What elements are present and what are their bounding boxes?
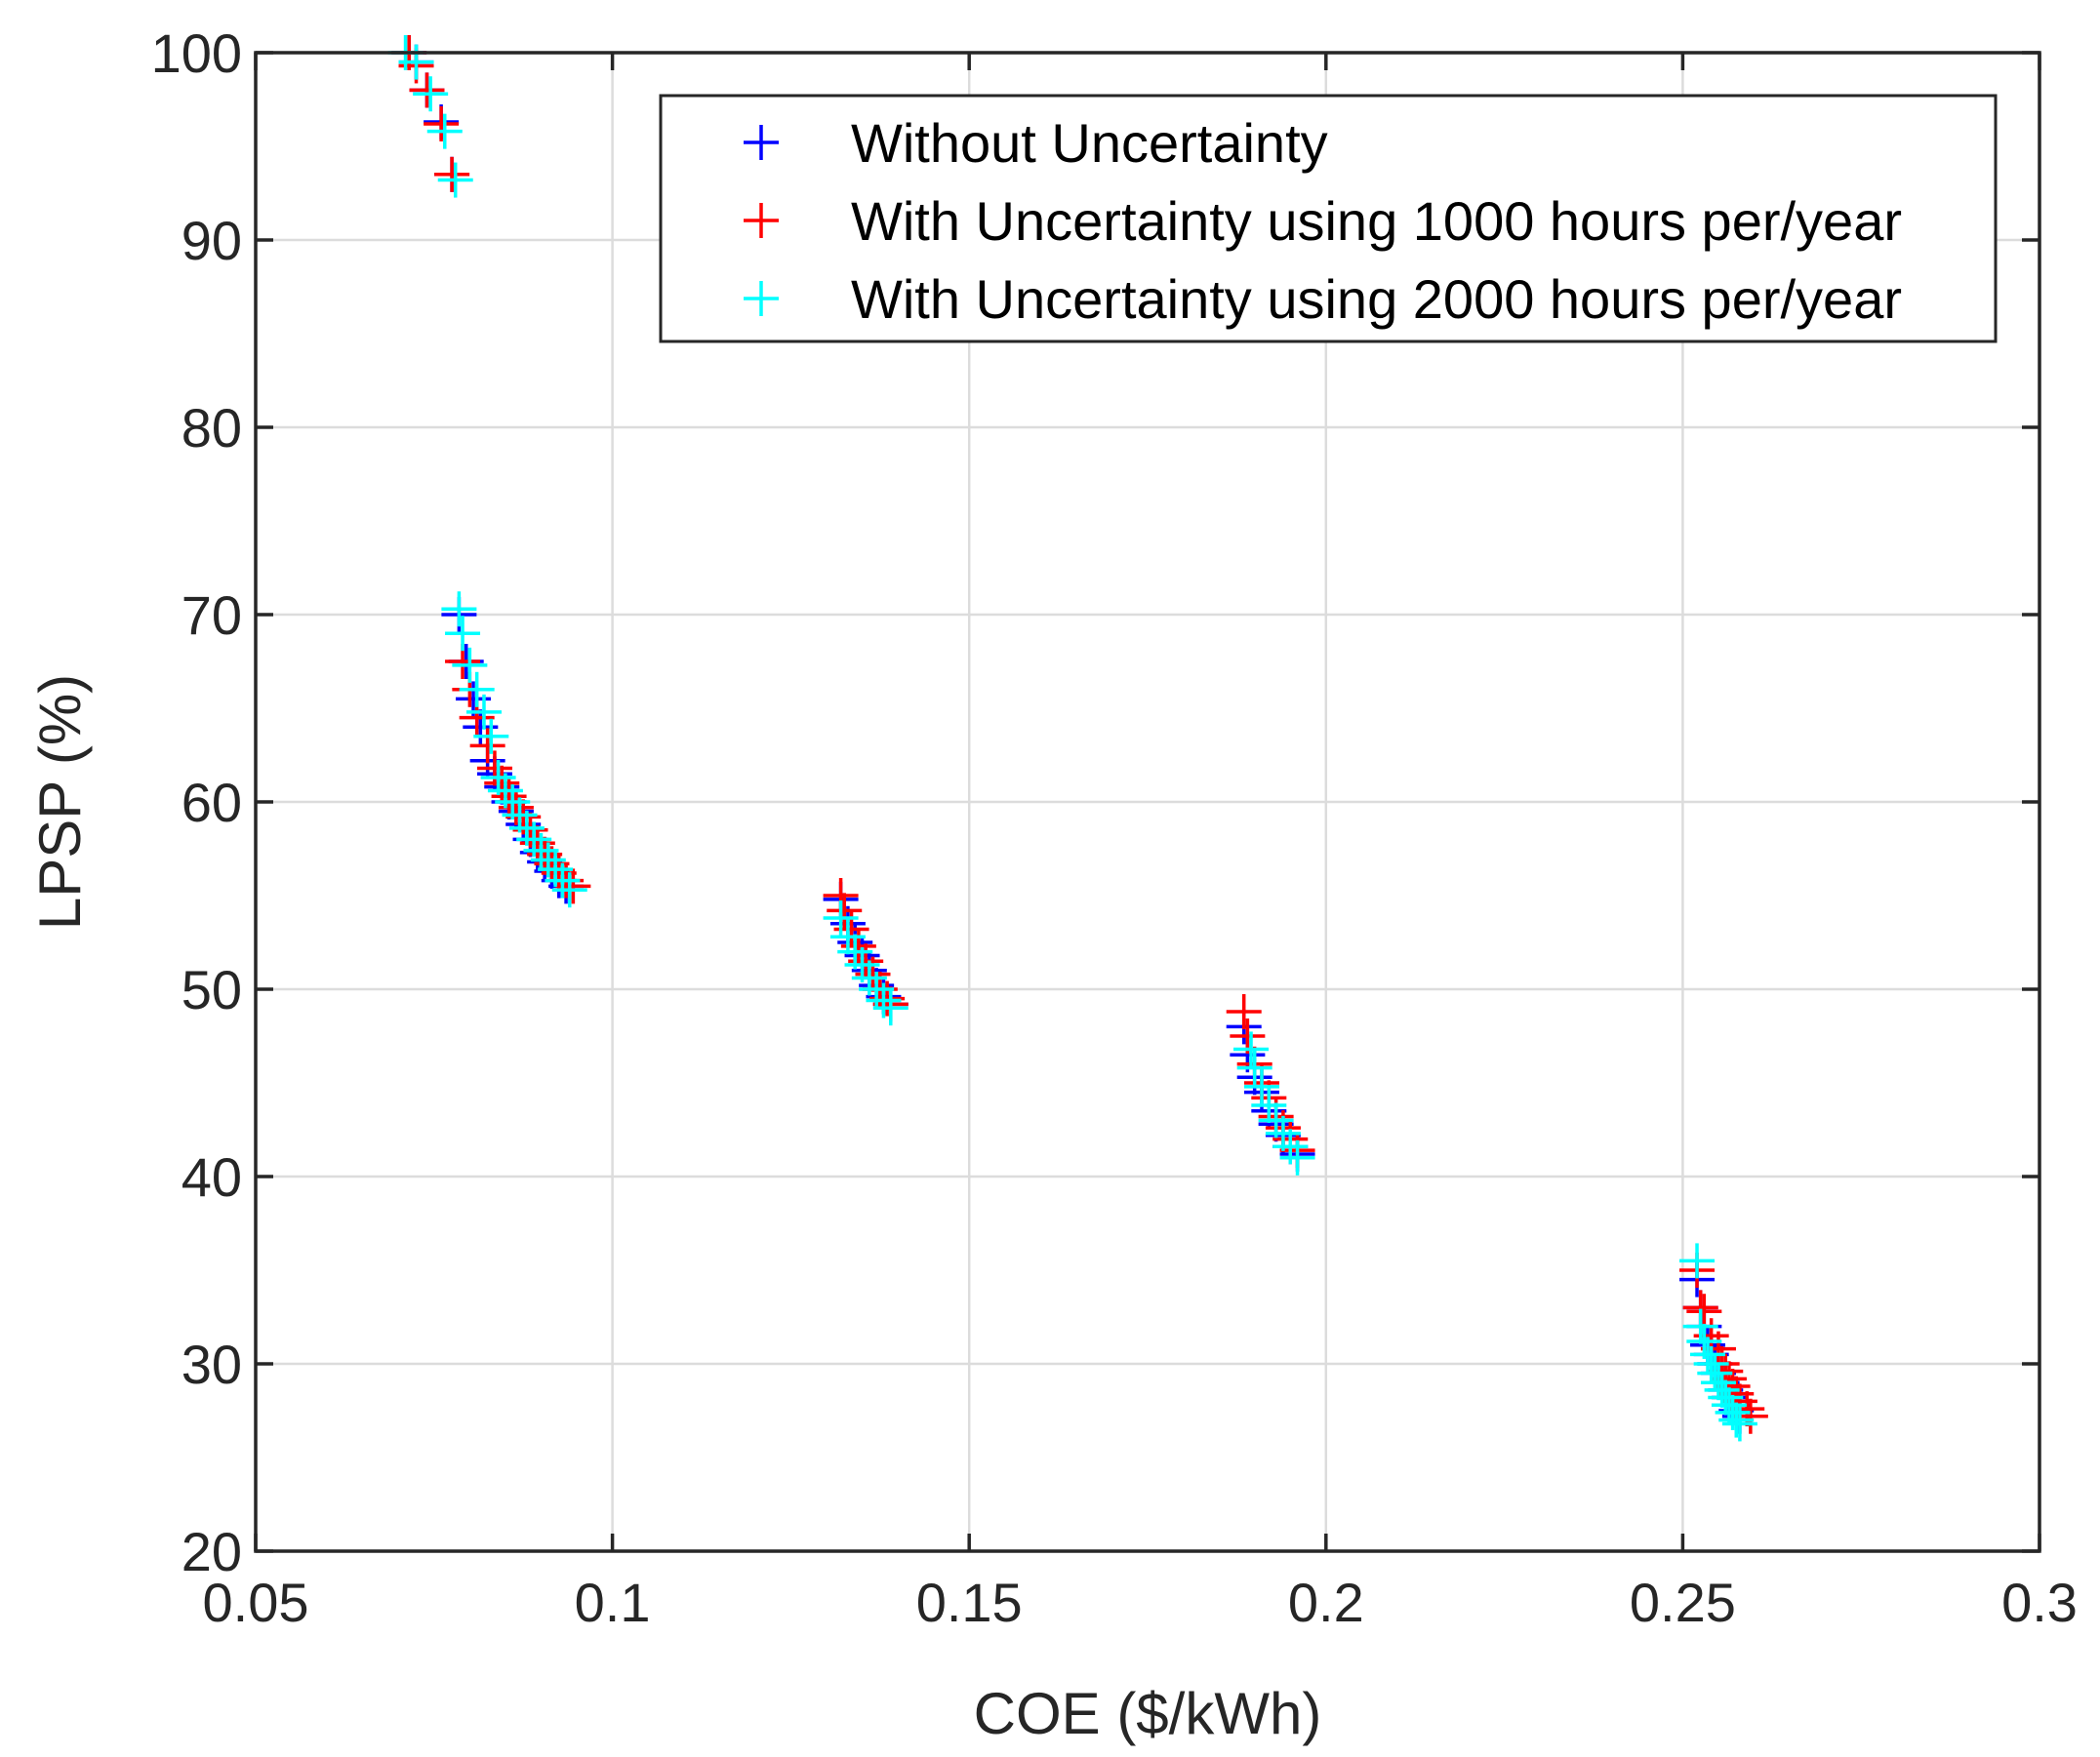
data-point <box>1243 1068 1279 1104</box>
legend-label: With Uncertainty using 1000 hours per/ye… <box>851 190 1902 252</box>
y-tick-label: 80 <box>182 397 242 459</box>
data-point <box>829 919 866 955</box>
data-point <box>476 750 512 786</box>
data-point <box>469 728 505 764</box>
legend: Without Uncertainty With Uncertainty usi… <box>659 94 1998 343</box>
y-tick-label: 30 <box>182 1334 242 1395</box>
data-point <box>1718 1402 1755 1438</box>
data-point <box>1711 1387 1747 1423</box>
data-point <box>1682 1308 1718 1344</box>
y-tick-label: 50 <box>182 959 242 1020</box>
data-point <box>827 893 863 929</box>
data-point <box>473 718 509 754</box>
data-point <box>545 862 581 898</box>
data-point <box>424 105 460 141</box>
data-point <box>872 990 909 1026</box>
x-tick-label: 0.3 <box>2001 1572 2078 1633</box>
data-point <box>409 72 445 108</box>
data-point <box>1679 1243 1716 1279</box>
data-point <box>1704 1372 1740 1408</box>
legend-marker <box>744 203 779 238</box>
data-point <box>1233 1031 1270 1067</box>
legend-entry: With Uncertainty using 2000 hours per/ye… <box>744 268 1902 330</box>
data-point <box>452 647 488 683</box>
data-point <box>823 900 859 937</box>
legend-marker-symbol <box>744 125 779 160</box>
data-point <box>1226 994 1262 1030</box>
data-point <box>445 616 481 652</box>
y-tick-label: 40 <box>182 1146 242 1208</box>
data-point <box>441 591 477 627</box>
y-tick-label: 100 <box>151 22 242 84</box>
data-point <box>866 982 902 1018</box>
data-point <box>523 832 559 868</box>
data-point <box>1697 1355 1733 1391</box>
legend-label: Without Uncertainty <box>851 112 1328 174</box>
data-point <box>398 44 434 80</box>
legend-marker <box>744 281 779 316</box>
data-point <box>1721 1406 1757 1442</box>
legend-entry: With Uncertainty using 1000 hours per/ye… <box>744 190 1902 252</box>
data-point <box>437 162 473 198</box>
data-point <box>530 842 566 878</box>
data-point <box>1279 1139 1315 1176</box>
y-tick-label: 20 <box>182 1521 242 1582</box>
data-point <box>413 76 449 112</box>
x-tick-label: 0.25 <box>1630 1572 1736 1633</box>
y-tick-label: 60 <box>182 772 242 833</box>
legend-box <box>659 94 1998 343</box>
y-tick-label: 90 <box>182 210 242 271</box>
legend-marker <box>744 125 779 160</box>
y-axis-label: LPSP (%) <box>27 674 93 930</box>
x-tick-label: 0.2 <box>1288 1572 1364 1633</box>
x-tick-label: 0.05 <box>203 1572 309 1633</box>
x-tick-label: 0.15 <box>916 1572 1023 1633</box>
x-tick-label: 0.1 <box>575 1572 651 1633</box>
data-point <box>1686 1294 1722 1330</box>
data-point <box>1700 1365 1736 1401</box>
legend-label: With Uncertainty using 2000 hours per/ye… <box>851 268 1902 330</box>
data-point <box>1693 1346 1729 1381</box>
x-axis-label: COE ($/kWh) <box>974 1681 1322 1746</box>
axis-ticks: 0.05 0.1 0.15 0.2 0.25 0.3 20 30 40 50 60 70 80 90 100 <box>151 22 2078 1633</box>
data-point <box>1251 1088 1287 1124</box>
data-point <box>551 872 587 908</box>
data-point <box>426 113 463 149</box>
data-point <box>1689 1337 1725 1373</box>
legend-marker-symbol <box>744 281 779 316</box>
data-point <box>1236 1050 1272 1086</box>
data-point <box>434 156 470 192</box>
data-point <box>1708 1379 1744 1416</box>
data-point <box>459 671 495 707</box>
data-point <box>465 694 502 730</box>
y-tick-label: 70 <box>182 584 242 646</box>
legend-marker-symbol <box>744 203 779 238</box>
legend-entry: Without Uncertainty <box>744 112 1328 174</box>
